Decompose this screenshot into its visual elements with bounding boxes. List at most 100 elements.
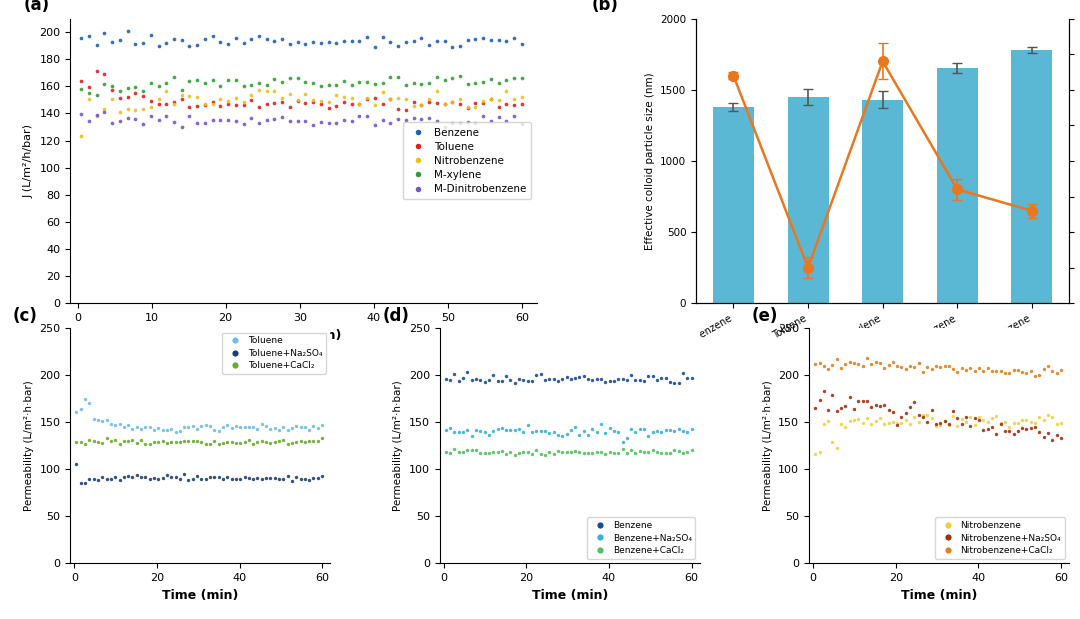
Point	[592, 374, 609, 384]
Point	[227, 33, 244, 43]
Point	[189, 40, 206, 50]
Point	[281, 103, 298, 113]
Point	[489, 448, 507, 457]
Point	[893, 362, 910, 372]
Point	[455, 426, 472, 436]
Point	[257, 474, 274, 483]
Point	[397, 94, 415, 104]
Point	[104, 118, 121, 128]
Point	[413, 33, 430, 43]
Point	[240, 422, 257, 432]
Point	[143, 78, 160, 88]
Point	[592, 419, 609, 429]
Point	[266, 86, 283, 96]
Point	[980, 363, 997, 373]
Point	[541, 447, 558, 457]
Y-axis label: Permeability (L/m²·h·bar): Permeability (L/m²·h·bar)	[24, 380, 33, 511]
Point	[459, 79, 476, 89]
Point	[474, 111, 491, 121]
Point	[227, 76, 244, 85]
Point	[850, 415, 867, 425]
Point	[266, 423, 283, 433]
Point	[204, 98, 221, 108]
Point	[515, 375, 532, 385]
Point	[343, 99, 361, 109]
Point	[120, 471, 137, 481]
Point	[231, 438, 248, 448]
Point	[613, 437, 631, 447]
Point	[243, 80, 260, 90]
Point	[893, 418, 910, 428]
Point	[846, 415, 863, 425]
Point	[444, 73, 461, 83]
Point	[674, 426, 691, 436]
Point	[490, 95, 508, 105]
Point	[451, 41, 469, 51]
Point	[576, 426, 593, 436]
Point	[936, 417, 954, 426]
Point	[192, 437, 210, 447]
Point	[897, 364, 915, 374]
Point	[455, 447, 472, 457]
Point	[240, 473, 257, 483]
Point	[683, 373, 700, 383]
Point	[235, 119, 253, 129]
Point	[89, 40, 106, 50]
Point	[490, 102, 508, 112]
Point	[287, 472, 305, 482]
Point	[81, 398, 98, 408]
Point	[991, 418, 1009, 428]
Point	[243, 95, 260, 105]
Point	[811, 447, 828, 457]
Point	[639, 431, 657, 441]
Point	[467, 78, 484, 88]
Point	[283, 475, 300, 485]
Point	[596, 377, 613, 387]
Point	[932, 420, 949, 430]
Point	[180, 102, 198, 112]
Point	[159, 438, 176, 448]
Point	[532, 426, 550, 436]
Point	[824, 390, 841, 400]
Point	[485, 370, 502, 380]
Point	[143, 111, 160, 121]
Point	[467, 102, 484, 111]
Point	[381, 72, 399, 82]
Point	[320, 103, 337, 113]
Point	[450, 376, 468, 386]
Point	[483, 94, 500, 104]
Point	[119, 26, 136, 36]
Point	[197, 34, 214, 44]
Point	[498, 86, 515, 96]
Point	[507, 425, 524, 435]
Point	[846, 404, 863, 414]
Point	[189, 118, 206, 128]
Point	[158, 111, 175, 121]
Point	[212, 37, 229, 46]
Point	[351, 111, 368, 121]
Point	[472, 449, 489, 459]
Point	[428, 36, 445, 46]
Point	[1039, 410, 1056, 420]
Point	[270, 425, 287, 435]
Point	[405, 97, 422, 106]
Point	[889, 418, 906, 428]
Point	[188, 472, 205, 482]
Point	[954, 418, 971, 428]
Point	[571, 372, 589, 382]
Point	[390, 72, 407, 82]
Point	[119, 104, 136, 114]
Point	[580, 448, 597, 458]
Point	[571, 448, 589, 457]
Point	[150, 474, 167, 484]
Point	[446, 444, 463, 454]
Point	[1026, 418, 1043, 428]
Point	[266, 437, 283, 447]
Point	[210, 439, 227, 449]
Point	[661, 448, 678, 458]
Point	[173, 90, 190, 100]
Point	[188, 436, 205, 446]
Point	[359, 77, 376, 87]
Point	[420, 78, 437, 88]
Point	[336, 92, 353, 102]
